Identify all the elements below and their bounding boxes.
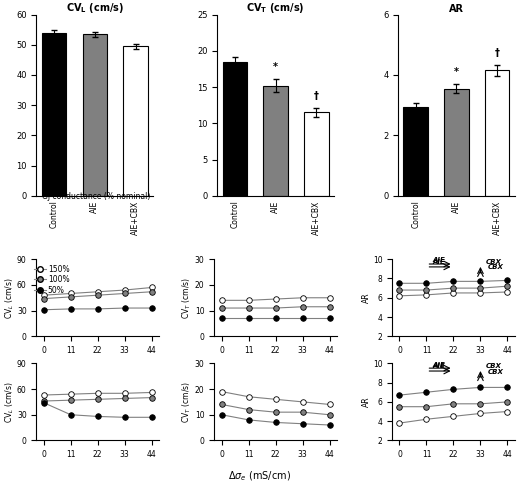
Text: AIE: AIE [432, 257, 445, 263]
Text: †: † [495, 48, 500, 58]
Y-axis label: AR: AR [362, 396, 371, 407]
Title: CV$_\mathregular{T}$ (cm/s): CV$_\mathregular{T}$ (cm/s) [246, 0, 305, 15]
Title: CV$_\mathregular{L}$ (cm/s): CV$_\mathregular{L}$ (cm/s) [66, 0, 124, 15]
Y-axis label: CV$_T$ (cm/s): CV$_T$ (cm/s) [181, 381, 193, 423]
Text: *: * [454, 67, 459, 77]
Text: CBX: CBX [488, 368, 504, 375]
Text: CBX: CBX [488, 264, 504, 271]
Bar [223, 61, 247, 196]
Text: CBX: CBX [485, 363, 501, 369]
Bar [83, 34, 107, 196]
Bar [123, 46, 148, 196]
Text: $\Delta\sigma_e$ (mS/cm): $\Delta\sigma_e$ (mS/cm) [228, 469, 292, 483]
Bar [485, 70, 510, 196]
Text: AIE: AIE [432, 363, 445, 369]
Bar [404, 106, 428, 196]
Text: AIE: AIE [432, 259, 445, 265]
Text: AIE: AIE [432, 362, 445, 367]
Bar [304, 112, 329, 196]
Bar [444, 89, 469, 196]
Text: CBX: CBX [485, 259, 501, 265]
Title: AR: AR [449, 4, 464, 14]
Bar [42, 32, 66, 196]
Y-axis label: CV$_T$ (cm/s): CV$_T$ (cm/s) [181, 277, 193, 319]
Bar [263, 86, 288, 196]
Text: †: † [314, 91, 319, 101]
Y-axis label: AR: AR [362, 292, 371, 303]
Y-axis label: CV$_L$ (cm/s): CV$_L$ (cm/s) [3, 381, 16, 423]
Legend: 150%, 100%, 50%: 150%, 100%, 50% [34, 265, 70, 295]
Y-axis label: CV$_L$ (cm/s): CV$_L$ (cm/s) [3, 277, 16, 318]
Text: GJ conductance (% nominal): GJ conductance (% nominal) [42, 192, 150, 201]
Text: *: * [273, 62, 278, 72]
